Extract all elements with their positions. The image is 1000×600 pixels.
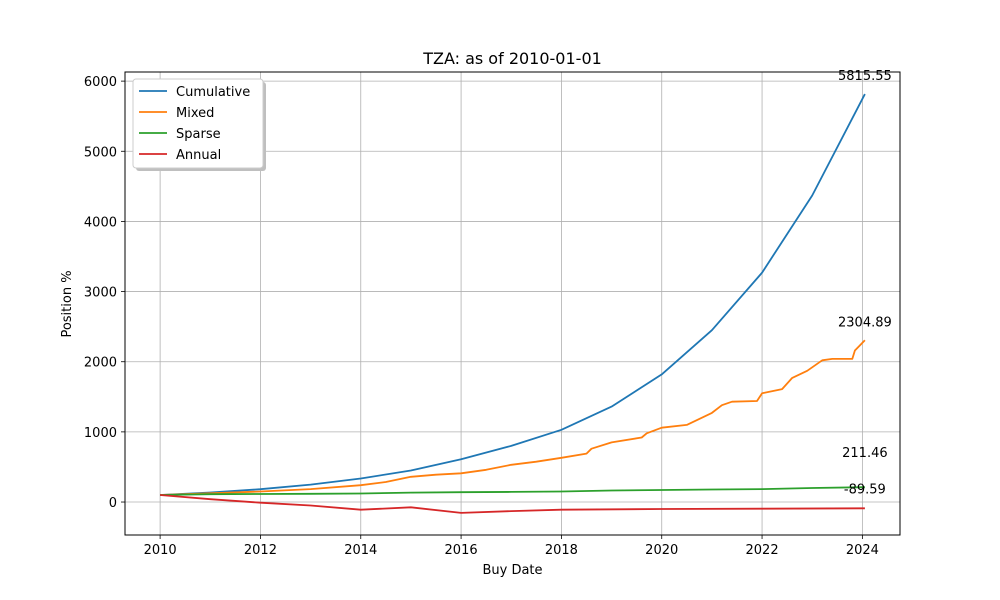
series-lines	[160, 93, 866, 514]
x-tick-label: 2016	[445, 543, 478, 558]
end-value-label-mixed: 2304.89	[838, 315, 892, 330]
y-axis-ticks: 0 1000 2000 3000 4000 5000 6000	[84, 75, 125, 511]
y-tick-label: 6000	[84, 75, 117, 90]
series-line-annual	[160, 494, 865, 514]
series-line-cumulative	[160, 93, 866, 496]
y-axis-label: Position %	[60, 270, 75, 337]
series-line-mixed	[160, 339, 866, 496]
legend-box	[132, 78, 264, 169]
x-tick-label: 2010	[144, 543, 177, 558]
legend-label-annual: Annual	[176, 148, 221, 163]
x-tick-label: 2024	[846, 543, 879, 558]
legend: Cumulative Mixed Sparse Annual	[132, 78, 266, 171]
y-tick-label: 3000	[84, 286, 117, 301]
end-value-label-annual: -89.59	[844, 482, 886, 497]
x-tick-label: 2018	[545, 543, 578, 558]
plot-area-frame	[124, 71, 901, 536]
y-tick-label: 1000	[84, 426, 117, 441]
x-tick-label: 2022	[746, 543, 779, 558]
x-axis-label: Buy Date	[482, 563, 542, 578]
y-tick-label: 5000	[84, 145, 117, 160]
x-tick-label: 2014	[344, 543, 377, 558]
series-line-sparse	[160, 486, 865, 496]
grid-lines	[125, 72, 900, 535]
y-tick-label: 2000	[84, 356, 117, 371]
end-value-label-cumulative: 5815.55	[838, 69, 892, 84]
x-axis-ticks: 2010 2012 2014 2016 2018 2020 2022 2024	[144, 535, 879, 558]
end-value-label-sparse: 211.46	[842, 446, 888, 461]
chart-title: TZA: as of 2010-01-01	[422, 49, 602, 68]
legend-label-mixed: Mixed	[176, 106, 214, 121]
x-tick-label: 2020	[645, 543, 678, 558]
y-tick-label: 4000	[84, 215, 117, 230]
legend-label-sparse: Sparse	[176, 127, 221, 142]
x-tick-label: 2012	[244, 543, 277, 558]
y-tick-label: 0	[109, 496, 117, 511]
legend-label-cumulative: Cumulative	[176, 85, 250, 100]
end-value-labels: 5815.55 2304.89 211.46 -89.59	[838, 69, 892, 497]
